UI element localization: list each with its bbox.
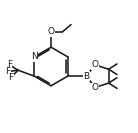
Text: B: B: [83, 72, 89, 81]
Text: O: O: [91, 60, 99, 69]
Text: F: F: [7, 60, 12, 69]
Text: F: F: [6, 67, 11, 76]
Text: O: O: [91, 83, 99, 92]
Text: F: F: [8, 73, 13, 82]
Text: O: O: [48, 27, 55, 36]
Text: N: N: [31, 52, 38, 61]
